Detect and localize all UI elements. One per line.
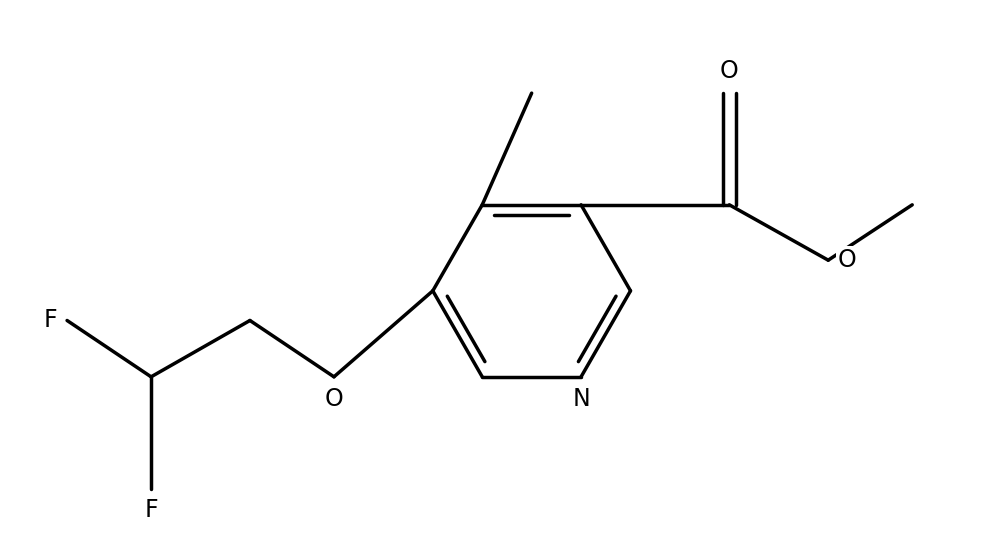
Text: F: F [43, 309, 57, 332]
Text: O: O [838, 248, 856, 272]
Text: O: O [719, 59, 738, 83]
Text: F: F [144, 498, 157, 522]
Text: N: N [572, 387, 590, 411]
Text: O: O [324, 387, 343, 411]
